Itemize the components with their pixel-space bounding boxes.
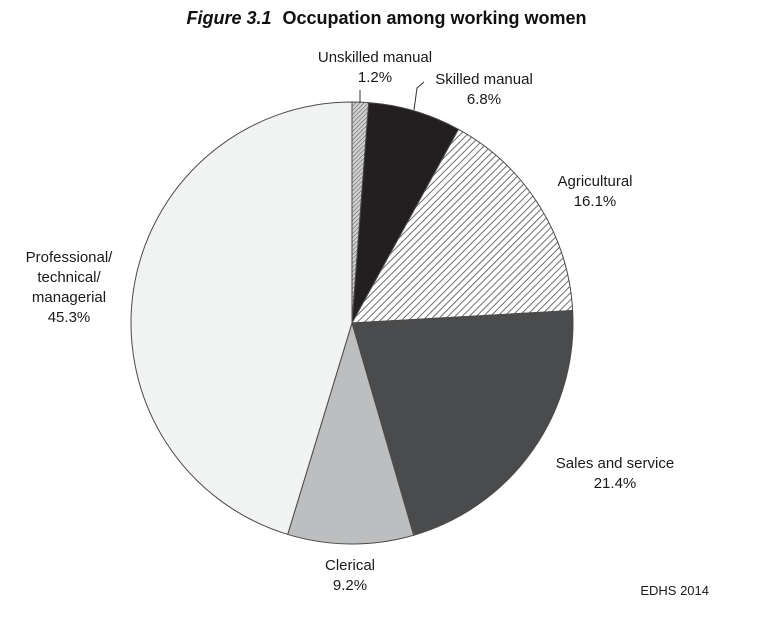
figure-label: Figure 3.1 bbox=[186, 8, 272, 28]
slice-label-agricultural-value: 16.1% bbox=[573, 193, 617, 210]
pie-slice-professional bbox=[130, 101, 353, 536]
slice-label-agricultural-name: Agricultural bbox=[557, 173, 633, 190]
pie-slice-clerical bbox=[287, 321, 415, 545]
slice-label-sales-and-service-name: Sales and service bbox=[555, 455, 675, 472]
slice-label-professional-line3: managerial bbox=[31, 289, 107, 306]
source-note: EDHS 2014 bbox=[640, 583, 709, 598]
slice-label-skilled-manual-value: 6.8% bbox=[466, 91, 502, 108]
slice-label-unskilled-manual: Unskilled manual 1.2% bbox=[305, 48, 445, 88]
slice-label-clerical-name: Clerical bbox=[324, 557, 375, 574]
slice-label-sales-and-service: Sales and service 21.4% bbox=[535, 454, 695, 494]
chart-title: Figure 3.1 Occupation among working wome… bbox=[0, 8, 773, 29]
pie-slice-sales-and-service bbox=[351, 309, 574, 536]
slice-label-unskilled-manual-value: 1.2% bbox=[357, 69, 393, 86]
pie-slice-agricultural bbox=[351, 128, 574, 324]
slice-label-professional-line1: Professional/ bbox=[25, 249, 113, 266]
slice-label-skilled-manual: Skilled manual 6.8% bbox=[414, 70, 554, 110]
slice-label-clerical: Clerical 9.2% bbox=[300, 556, 400, 596]
slice-label-skilled-manual-name: Skilled manual bbox=[435, 71, 533, 88]
figure-title: Occupation among working women bbox=[282, 8, 587, 28]
slice-label-sales-and-service-value: 21.4% bbox=[593, 475, 637, 492]
slice-label-professional: Professional/ technical/ managerial 45.3… bbox=[8, 248, 130, 328]
slice-label-professional-line2: technical/ bbox=[37, 269, 101, 286]
slice-label-professional-value: 45.3% bbox=[47, 309, 91, 326]
slice-label-clerical-value: 9.2% bbox=[332, 577, 368, 594]
slice-label-agricultural: Agricultural 16.1% bbox=[535, 172, 655, 212]
slice-label-unskilled-manual-name: Unskilled manual bbox=[317, 49, 433, 66]
leader-line-skilled-manual bbox=[413, 81, 425, 111]
